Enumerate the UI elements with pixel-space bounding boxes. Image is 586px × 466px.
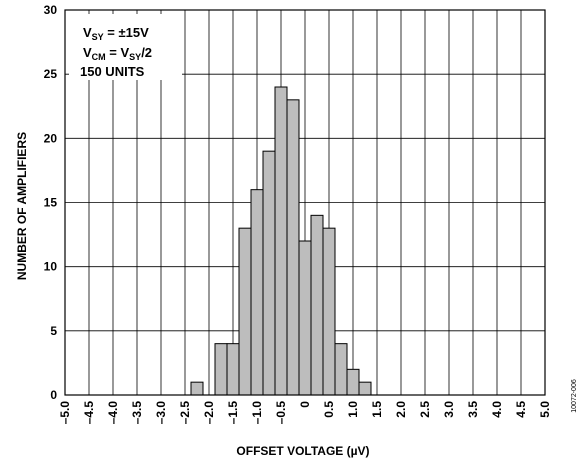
x-tick-label: 1.0 [346, 401, 360, 418]
x-tick-label: –0.5 [274, 401, 288, 425]
x-tick-label: –2.0 [202, 401, 216, 425]
y-tick-label: 5 [50, 324, 57, 338]
y-tick-labels: 0 5 10 15 20 25 30 [44, 3, 58, 402]
x-tick-label: –1.5 [226, 401, 240, 425]
histogram-bar [274, 86, 288, 396]
x-tick-label: 5.0 [538, 401, 552, 418]
x-tick-label: –2.5 [178, 401, 192, 425]
y-tick-label: 25 [44, 67, 58, 81]
x-tick-label: –3.5 [130, 401, 144, 425]
x-tick-label: –4.0 [106, 401, 120, 425]
x-tick-label: 0 [298, 401, 312, 408]
histogram-bar [322, 227, 336, 396]
histogram-bar [298, 240, 312, 396]
histogram-bar [262, 150, 276, 396]
x-tick-label: 4.5 [514, 401, 528, 418]
y-tick-label: 30 [44, 3, 58, 17]
histogram-bar [226, 343, 240, 396]
histogram-bar [358, 381, 372, 396]
x-tick-label: 2.0 [394, 401, 408, 418]
x-tick-label: 3.0 [442, 401, 456, 418]
y-tick-label: 15 [44, 196, 58, 210]
annotation-box: VSY = ±15V VCM = VSY/2 150 UNITS [69, 14, 182, 80]
figure-id: 10072-006 [571, 379, 578, 413]
y-tick-label: 0 [50, 388, 57, 402]
x-tick-label: –3.0 [154, 401, 168, 425]
x-tick-label: 2.5 [418, 401, 432, 418]
x-tick-label: 3.5 [466, 401, 480, 418]
x-tick-label: 4.0 [490, 401, 504, 418]
histogram-bar [310, 214, 324, 396]
histogram-bar [346, 368, 360, 396]
x-tick-label: 1.5 [370, 401, 384, 418]
annotation-line-2: VCM = VSY/2 [83, 45, 152, 62]
plot-frame [64, 9, 546, 396]
histogram-bar [334, 343, 348, 396]
histogram-bar [190, 381, 204, 396]
y-tick-label: 10 [44, 260, 58, 274]
histogram-bar [238, 227, 252, 396]
x-tick-label: –5.0 [58, 401, 72, 425]
annotation-line-3: 150 UNITS [80, 64, 145, 79]
y-tick-label: 20 [44, 131, 58, 145]
histogram-bars [190, 86, 372, 396]
x-tick-label: 0.5 [322, 401, 336, 418]
y-axis-title: NUMBER OF AMPLIFIERS [15, 132, 29, 280]
x-tick-labels: –5.0 –4.5 –4.0 –3.5 –3.0 –2.5 –2.0 –1.5 –1.0 –0.5… [58, 401, 552, 425]
annotation-line-1: VSY = ±15V [83, 25, 149, 42]
x-tick-label: –1.0 [250, 401, 264, 425]
histogram-bar [286, 99, 300, 396]
histogram-bar [214, 343, 228, 396]
x-tick-label: –4.5 [82, 401, 96, 425]
x-axis-title: OFFSET VOLTAGE (µV) [236, 444, 369, 458]
histogram-bar [250, 189, 264, 396]
